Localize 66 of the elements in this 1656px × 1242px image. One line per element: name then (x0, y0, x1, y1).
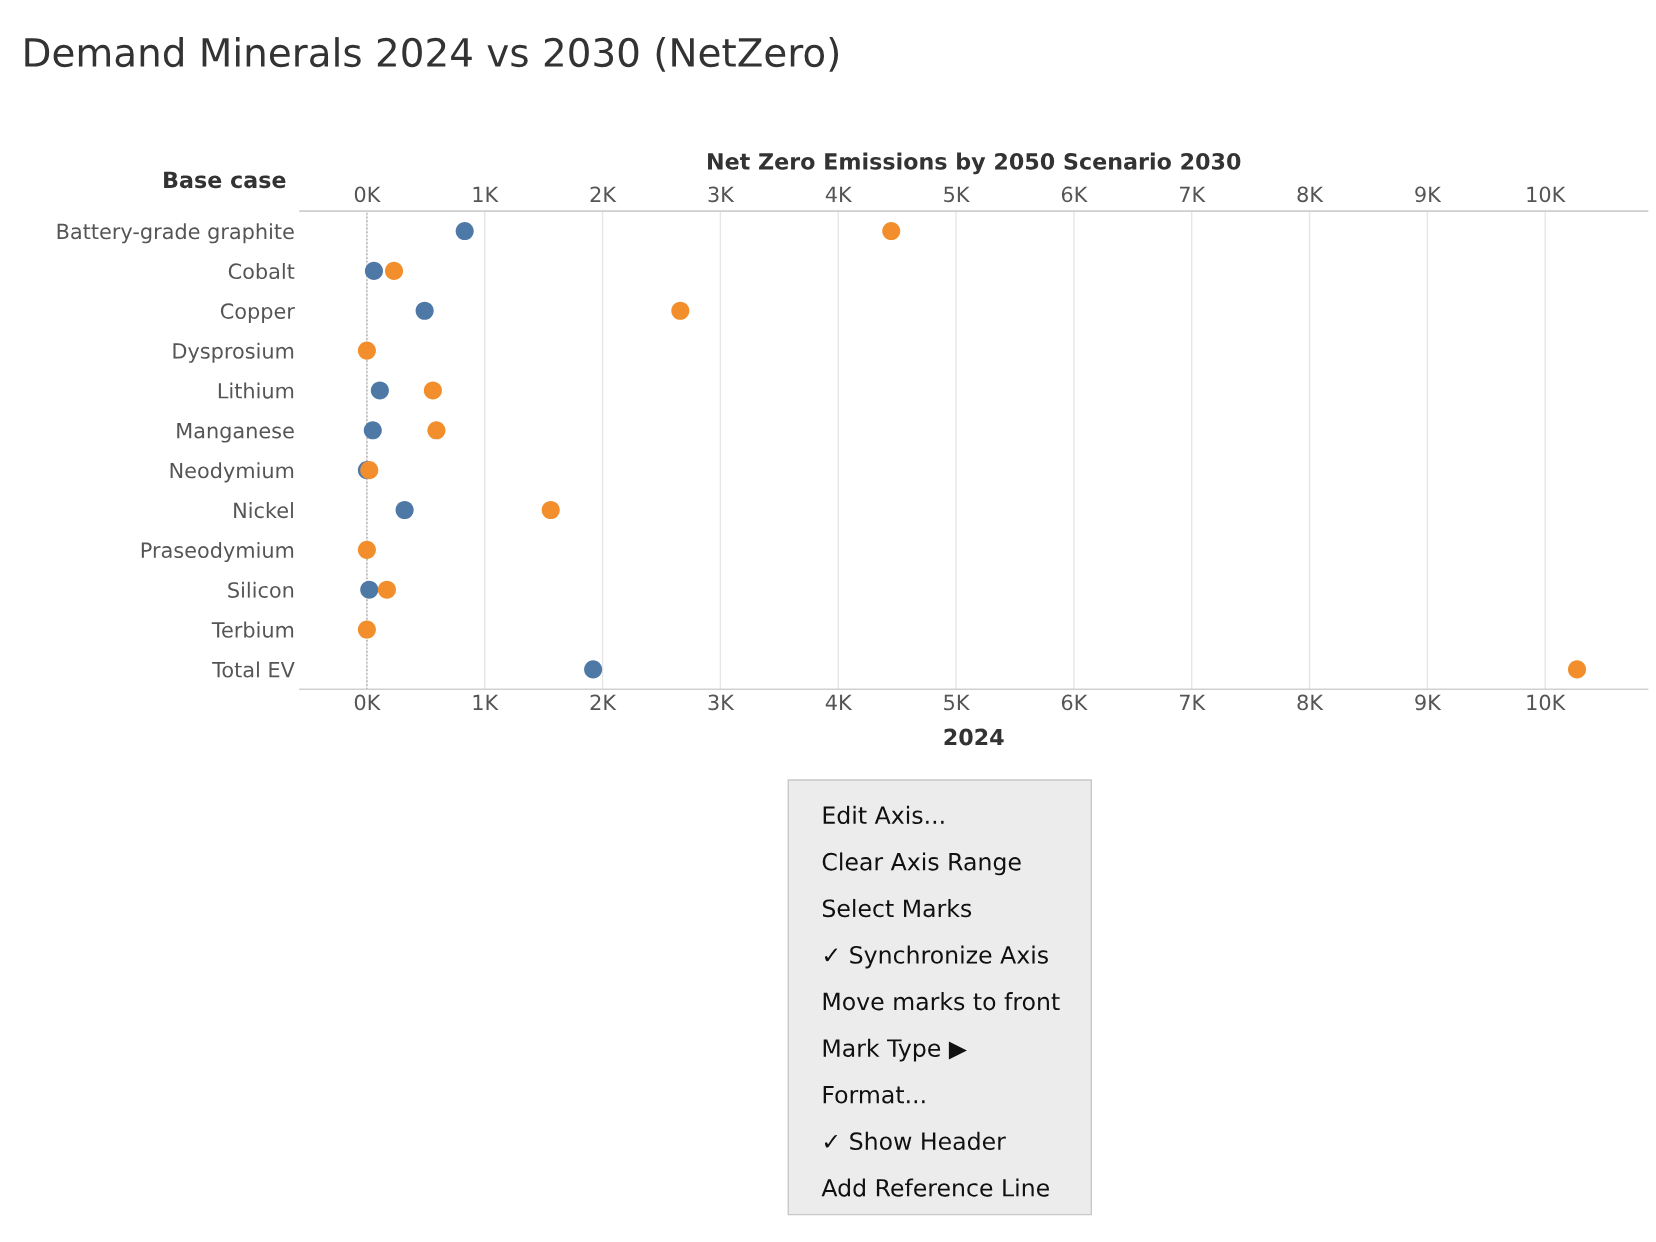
y-axis-title: Base case (164, 171, 286, 189)
x-tick-label: 10K (1527, 694, 1566, 711)
y-tick-label: Manganese (177, 423, 294, 443)
x2-tick-label: 4K (825, 186, 853, 202)
x-tick-label: 0K (354, 694, 381, 711)
y-tick-label: Praseodymium (141, 541, 294, 563)
point (541, 500, 560, 520)
point (415, 301, 434, 320)
x-tick-label: 1K (473, 694, 499, 710)
point (364, 261, 384, 280)
y-tick-label: Terbium (211, 621, 294, 638)
point (671, 301, 690, 320)
point (455, 222, 474, 241)
y-tick-label: Battery-grade graphite (57, 223, 294, 244)
x2-tick-label: 9K (1415, 186, 1442, 203)
y-tick-label: Neodymium (170, 462, 294, 483)
x2-tick-label: 3K (708, 186, 735, 203)
text: ✓ Synchronize Axis (824, 945, 1048, 969)
x2-axis-title: Net Zero Emissions by 2050 Scenario 2030 (708, 152, 1241, 175)
text: Move marks to front (823, 992, 1060, 1011)
x2-tick-label: 2K (590, 186, 617, 202)
y-tick-label: Copper (220, 303, 295, 324)
point (882, 222, 901, 241)
x-tick-label: 5K (944, 694, 970, 711)
x-tick-label: 3K (708, 694, 735, 711)
x2-tick-label: 1K (473, 186, 499, 202)
text: ✓ Show Header (824, 1131, 1006, 1151)
x-tick-label: 4K (825, 694, 853, 710)
y-tick-label: Cobalt (228, 263, 295, 280)
y-tick-label: Total EV (212, 661, 295, 678)
point (360, 580, 379, 599)
y-tick-label: Dysprosium (173, 342, 294, 363)
point (357, 620, 376, 639)
point (584, 660, 603, 679)
x2-tick-label: 0K (354, 186, 381, 203)
x-tick-label: 9K (1415, 694, 1442, 711)
x2-tick-label: 6K (1061, 186, 1088, 203)
point (363, 421, 382, 440)
x2-tick-label: 8K (1297, 186, 1324, 203)
point (370, 381, 389, 400)
point (377, 580, 396, 599)
x-tick-label: 2K (590, 694, 617, 710)
text: Add Reference Line (821, 1178, 1049, 1197)
point (384, 261, 404, 280)
text: Edit Axis... (823, 805, 944, 825)
text: Clear Axis Range (822, 852, 1021, 876)
chart-title: Demand Minerals 2024 vs 2030 (NetZero) (25, 37, 839, 72)
point (357, 341, 376, 360)
point (423, 381, 442, 400)
x-axis-title: 2024 (944, 728, 1004, 746)
text: Format... (823, 1085, 925, 1104)
point (427, 421, 446, 440)
y-tick-label: Silicon (228, 581, 294, 598)
x2-tick-label: 5K (944, 186, 970, 203)
point (395, 500, 414, 520)
text: Select Marks (822, 898, 972, 918)
y-tick-label: Nickel (234, 502, 293, 519)
x-tick-label: 8K (1297, 694, 1324, 711)
text: Mark Type ▶ (823, 1038, 967, 1062)
point (357, 540, 376, 559)
x2-tick-label: 10K (1527, 186, 1566, 203)
x-tick-label: 7K (1179, 694, 1206, 710)
x-tick-label: 6K (1061, 694, 1088, 711)
x2-tick-label: 7K (1179, 186, 1206, 202)
point (1567, 660, 1587, 679)
y-tick-label: Lithium (218, 382, 294, 399)
